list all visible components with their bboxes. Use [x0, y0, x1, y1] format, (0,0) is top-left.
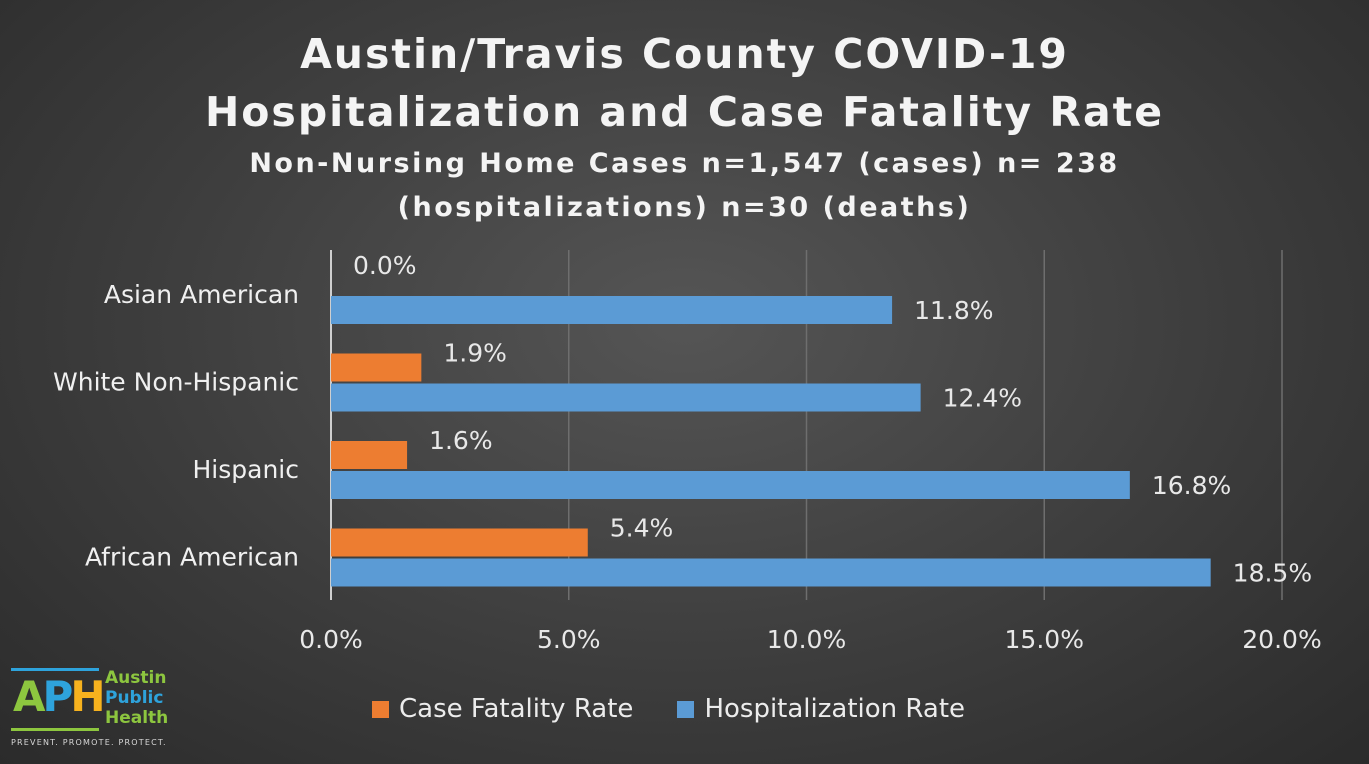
- chart-legend: Case Fatality Rate Hospitalization Rate: [372, 694, 1009, 724]
- bar-case-fatality-rate-hispanic: [331, 441, 408, 469]
- legend-label-case-fatality-rate: Case Fatality Rate: [399, 694, 634, 724]
- data-label: 1.9%: [443, 339, 507, 368]
- bar-hospitalization-rate-white-non-hispanic: [331, 383, 921, 412]
- data-label: 0.0%: [353, 251, 417, 280]
- data-label: 5.4%: [610, 514, 674, 543]
- logo-wordmark: Austin Public Health: [105, 668, 169, 728]
- legend-item-case-fatality-rate: Case Fatality Rate: [372, 694, 633, 724]
- x-tick-label: 0.0%: [299, 625, 363, 654]
- x-tick-label: 5.0%: [537, 625, 601, 654]
- chart-title-line-1: Austin/Travis County COVID-19: [300, 30, 1069, 78]
- aph-logo-mark: APH: [13, 672, 105, 721]
- x-tick-label: 15.0%: [1005, 625, 1084, 654]
- x-tick-label: 10.0%: [767, 625, 846, 654]
- austin-public-health-logo: APH Austin Public Health PREVENT. PROMOT…: [11, 668, 186, 752]
- logo-tagline: PREVENT. PROMOTE. PROTECT.: [11, 738, 167, 747]
- data-label: 11.8%: [914, 296, 993, 325]
- category-label: White Non-Hispanic: [53, 367, 299, 396]
- legend-label-hospitalization-rate: Hospitalization Rate: [704, 694, 966, 724]
- logo-top-rule: [11, 668, 99, 671]
- category-label: African American: [85, 542, 299, 571]
- chart-subtitle-line-2: (hospitalizations) n=30 (deaths): [397, 192, 972, 223]
- bar-case-fatality-rate-white-non-hispanic: [331, 353, 422, 382]
- data-label: 16.8%: [1152, 471, 1231, 500]
- legend-item-hospitalization-rate: Hospitalization Rate: [677, 694, 965, 724]
- chart-title-line-2: Hospitalization and Case Fatality Rate: [204, 88, 1165, 136]
- bar-hospitalization-rate-african-american: [331, 558, 1211, 587]
- x-tick-label: 20.0%: [1242, 625, 1321, 654]
- logo-bottom-rule: [11, 728, 99, 731]
- data-label: 1.6%: [429, 426, 493, 455]
- data-label: 18.5%: [1233, 559, 1312, 588]
- bar-case-fatality-rate-african-american: [331, 528, 588, 557]
- category-label: Asian American: [104, 280, 299, 309]
- legend-swatch-case-fatality-rate: [372, 700, 389, 718]
- category-label: Hispanic: [193, 455, 300, 484]
- bar-hospitalization-rate-asian-american: [331, 296, 893, 324]
- data-label: 12.4%: [943, 384, 1022, 413]
- bar-hospitalization-rate-hispanic: [331, 471, 1130, 499]
- legend-swatch-hospitalization-rate: [677, 700, 695, 718]
- chart-subtitle-line-1: Non-Nursing Home Cases n=1,547 (cases) n…: [249, 148, 1120, 179]
